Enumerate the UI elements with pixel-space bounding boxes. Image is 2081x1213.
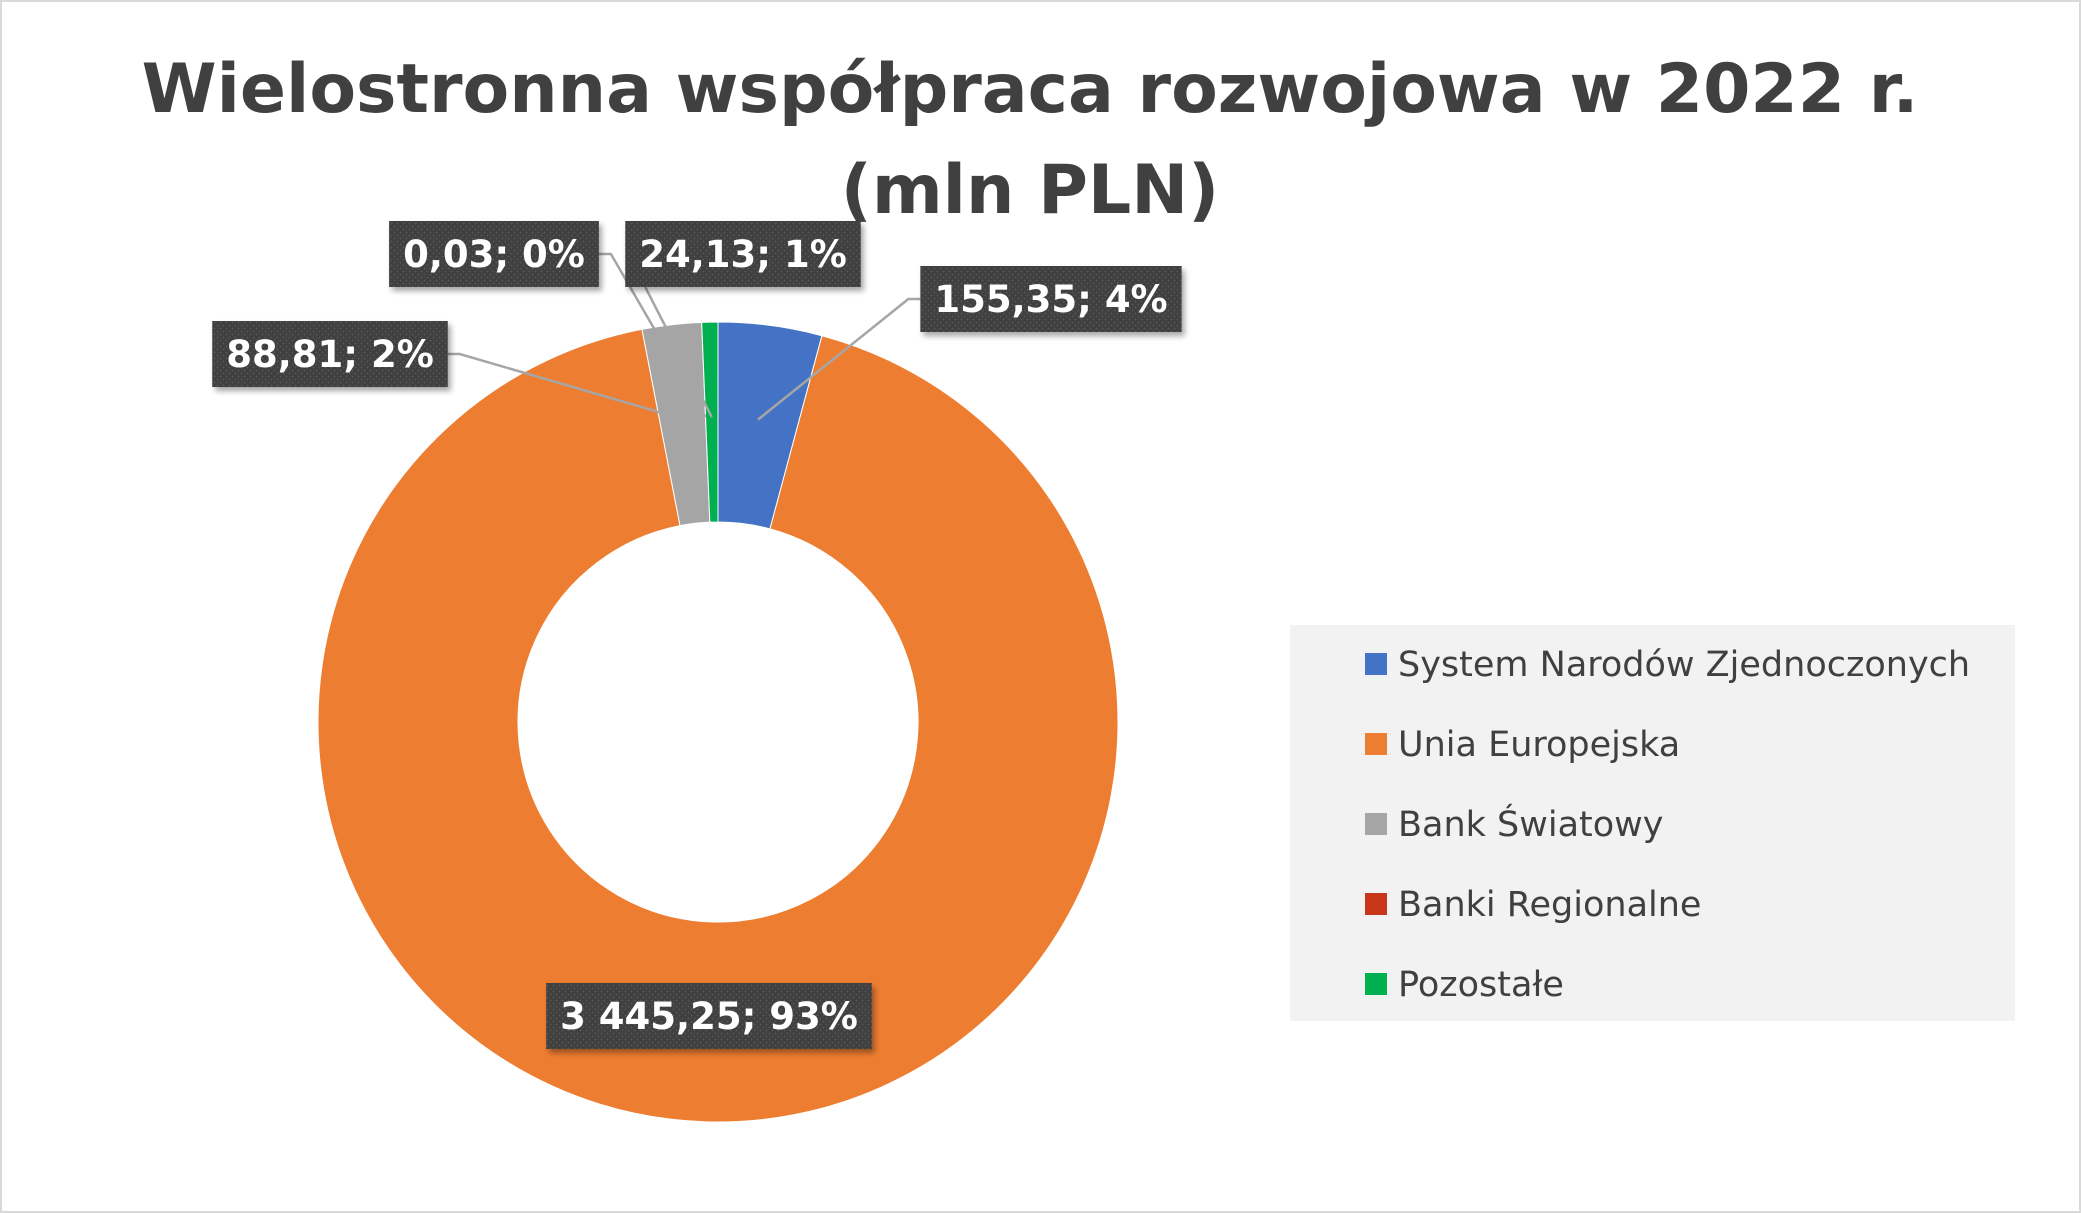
- slice-unia-europejska: [317, 328, 1119, 1123]
- legend-item-unia-europejska: Unia Europejska: [1365, 725, 1680, 765]
- data-label-system-narodow-zjednoczonych: 155,35; 4%: [934, 278, 1167, 321]
- legend-background: [1290, 625, 2015, 1021]
- data-label-bank-swiatowy: 88,81; 2%: [226, 333, 434, 376]
- legend-item-pozostale: Pozostałe: [1365, 965, 1564, 1005]
- donut-slices: [317, 321, 1119, 1123]
- leader-line-system-narodow-zjednoczonych: [757, 297, 921, 421]
- legend-swatch: [1365, 653, 1387, 675]
- chart-title-line-1: Wielostronna współpraca rozwojowa w 2022…: [142, 50, 1919, 129]
- leader-lines: [447, 252, 921, 421]
- leader-line-banki-regionalne: [598, 252, 707, 418]
- data-label-pozostale: 24,13; 1%: [639, 233, 847, 276]
- slice-pozostale: [701, 321, 719, 523]
- data-label-unia-europejska: 3 445,25; 93%: [560, 995, 858, 1038]
- chart-title: Wielostronna współpraca rozwojowa w 2022…: [142, 50, 1919, 230]
- legend-label: Pozostałe: [1398, 965, 1564, 1005]
- legend-label: Bank Światowy: [1398, 803, 1664, 845]
- legend: System Narodów Zjednoczonych Unia Europej…: [1290, 625, 2015, 1021]
- data-label-box-system-narodow-zjednoczonych: [920, 266, 1182, 332]
- legend-swatch: [1365, 973, 1387, 995]
- data-label-banki-regionalne: 0,03; 0%: [403, 233, 585, 276]
- data-labels: 155,35; 4% 3 445,25; 93% 88,81; 2% 0,03; 0%…: [212, 221, 1182, 1049]
- legend-label: Unia Europejska: [1398, 725, 1680, 765]
- legend-item-system-narodow-zjednoczonych: System Narodów Zjednoczonych: [1365, 645, 1970, 685]
- legend-swatch: [1365, 893, 1387, 915]
- legend-item-banki-regionalne: Banki Regionalne: [1365, 885, 1701, 925]
- legend-item-bank-swiatowy: Bank Światowy: [1365, 803, 1664, 845]
- legend-swatch: [1365, 813, 1387, 835]
- data-label-box-banki-regionalne: [389, 221, 599, 287]
- data-label-box-unia-europejska: [546, 983, 872, 1049]
- legend-swatch: [1365, 733, 1387, 755]
- leader-line-bank-swiatowy: [447, 352, 684, 421]
- legend-label: Banki Regionalne: [1398, 885, 1701, 925]
- data-label-box-bank-swiatowy: [212, 321, 448, 387]
- legend-label: System Narodów Zjednoczonych: [1398, 645, 1970, 685]
- chart-title-line-2: (mln PLN): [841, 151, 1219, 230]
- leader-line-pozostale: [644, 286, 713, 418]
- data-label-box-pozostale: [625, 221, 861, 287]
